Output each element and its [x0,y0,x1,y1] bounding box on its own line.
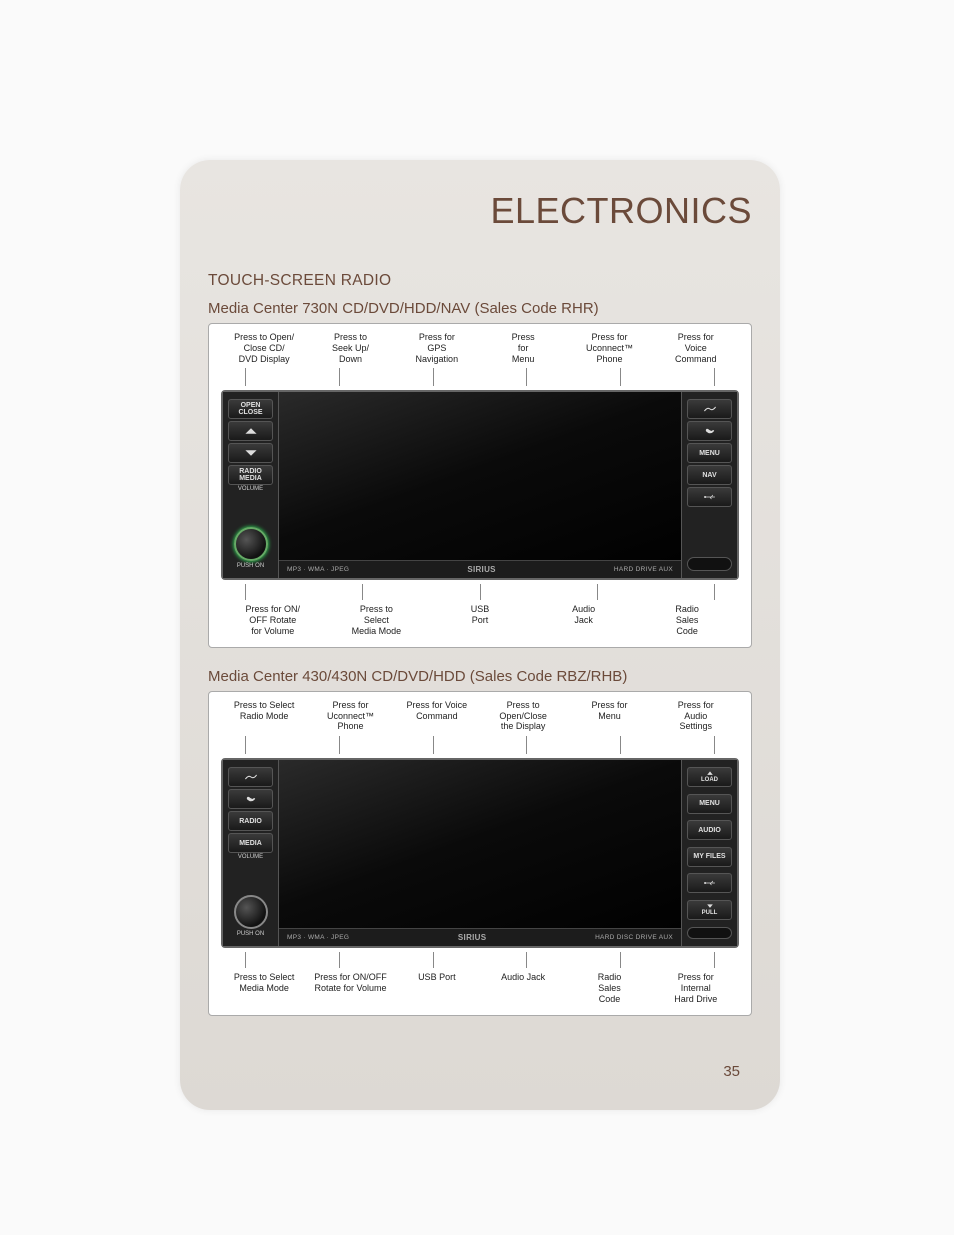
callout-label: Press forGPSNavigation [394,332,480,364]
audio-button[interactable]: AUDIO [687,820,732,840]
callout-label: USBPort [428,604,532,636]
callout-label: AudioJack [532,604,636,636]
left-button-col: RADIO MEDIA VOLUME PUSH ON [223,760,279,946]
diagram2-title: Media Center 430/430N CD/DVD/HDD (Sales … [208,668,752,685]
hdd-aux-label: HARD DRIVE AUX [614,566,673,573]
diagram1-top-labels: Press to Open/Close CD/DVD Display Press… [221,332,739,364]
radio-unit-430: RADIO MEDIA VOLUME PUSH ON MP3 · WMA · J… [221,758,739,948]
screen-bottom-bar: MP3 · WMA · JPEG SIRIUS HARD DRIVE AUX [279,560,681,578]
pull-button[interactable]: PULL [687,900,732,920]
volume-label: VOLUME [223,854,278,860]
callout-label: Press toOpen/Closethe Display [480,700,566,732]
callout-label: Press forUconnect™Phone [566,332,652,364]
diagram1-title: Media Center 730N CD/DVD/HDD/NAV (Sales … [208,300,752,317]
open-close-button[interactable]: OPEN CLOSE [228,399,273,419]
radio-media-button[interactable]: RADIO MEDIA [228,465,273,485]
sirius-logo: SIRIUS [458,933,486,942]
callout-label: Press to SelectMedia Mode [221,972,307,1004]
leader-lines-bottom [221,584,739,600]
callout-label: RadioSalesCode [566,972,652,1004]
leader-lines-top [221,736,739,754]
callout-label: Press for VoiceCommand [394,700,480,732]
page-card: ELECTRONICS TOUCH-SCREEN RADIO Media Cen… [180,160,780,1110]
radio-unit-730n: OPEN CLOSE RADIO MEDIA VOLUME PUSH ON MP… [221,390,739,580]
usb-button[interactable] [687,487,732,507]
voice-command-button[interactable] [228,767,273,787]
page-number: 35 [723,1063,740,1080]
menu-button[interactable]: MENU [687,443,732,463]
callout-label: Press forInternalHard Drive [653,972,739,1004]
callout-label: Press forUconnect™Phone [307,700,393,732]
load-button[interactable]: LOAD [687,767,732,787]
volume-knob[interactable] [234,527,268,561]
volume-knob-wrap: PUSH ON [223,526,278,572]
phone-button[interactable] [228,789,273,809]
diagram2-top-labels: Press to SelectRadio Mode Press forUconn… [221,700,739,732]
touchscreen[interactable]: MP3 · WMA · JPEG SIRIUS HARD DRIVE AUX [279,392,681,578]
push-on-label: PUSH ON [237,563,264,569]
my-files-button[interactable]: MY FILES [687,847,732,867]
voice-command-button[interactable] [687,399,732,419]
callout-label: Press toSelectMedia Mode [325,604,429,636]
callout-label: Press toSeek Up/Down [307,332,393,364]
section-title: TOUCH-SCREEN RADIO [208,272,752,290]
diagram1-box: Press to Open/Close CD/DVD Display Press… [208,323,752,648]
volume-label: VOLUME [223,486,278,492]
radio-button[interactable]: RADIO [228,811,273,831]
sirius-logo: SIRIUS [467,565,495,574]
usb-button[interactable] [687,873,732,893]
volume-knob-wrap: PUSH ON [223,894,278,940]
codec-label: MP3 · WMA · JPEG [287,566,349,573]
callout-label: Audio Jack [480,972,566,1004]
hdd-aux-label: HARD DISC DRIVE AUX [595,934,673,941]
codec-label: MP3 · WMA · JPEG [287,934,349,941]
pull-label: PULL [702,910,718,916]
callout-label: Press for ON/OFF Rotatefor Volume [221,604,325,636]
push-on-label: PUSH ON [237,931,264,937]
seek-up-button[interactable] [228,421,273,441]
phone-button[interactable] [687,421,732,441]
callout-label: Press to SelectRadio Mode [221,700,307,732]
right-button-col: LOAD MENU AUDIO MY FILES PULL [681,760,737,946]
seek-down-button[interactable] [228,443,273,463]
callout-label: Press forMenu [566,700,652,732]
callout-label: Press forAudioSettings [653,700,739,732]
volume-knob[interactable] [234,895,268,929]
screen-bottom-bar: MP3 · WMA · JPEG SIRIUS HARD DISC DRIVE … [279,928,681,946]
callout-label: USB Port [394,972,480,1004]
callout-label: Press forVoiceCommand [653,332,739,364]
load-label: LOAD [701,777,718,783]
page-title: ELECTRONICS [208,190,752,232]
aux-jack[interactable] [687,927,732,939]
callout-label: Press for ON/OFFRotate for Volume [307,972,393,1004]
callout-label: PressforMenu [480,332,566,364]
right-button-col: MENU NAV [681,392,737,578]
callout-label: Press to Open/Close CD/DVD Display [221,332,307,364]
callout-label: RadioSalesCode [635,604,739,636]
menu-button[interactable]: MENU [687,794,732,814]
media-button[interactable]: MEDIA [228,833,273,853]
leader-lines-bottom [221,952,739,968]
diagram1-bottom-labels: Press for ON/OFF Rotatefor Volume Press … [221,604,739,636]
touchscreen[interactable]: MP3 · WMA · JPEG SIRIUS HARD DISC DRIVE … [279,760,681,946]
left-button-col: OPEN CLOSE RADIO MEDIA VOLUME PUSH ON [223,392,279,578]
nav-button[interactable]: NAV [687,465,732,485]
diagram2-box: Press to SelectRadio Mode Press forUconn… [208,691,752,1016]
aux-jack[interactable] [687,557,732,571]
diagram2-bottom-labels: Press to SelectMedia Mode Press for ON/O… [221,972,739,1004]
leader-lines-top [221,368,739,386]
